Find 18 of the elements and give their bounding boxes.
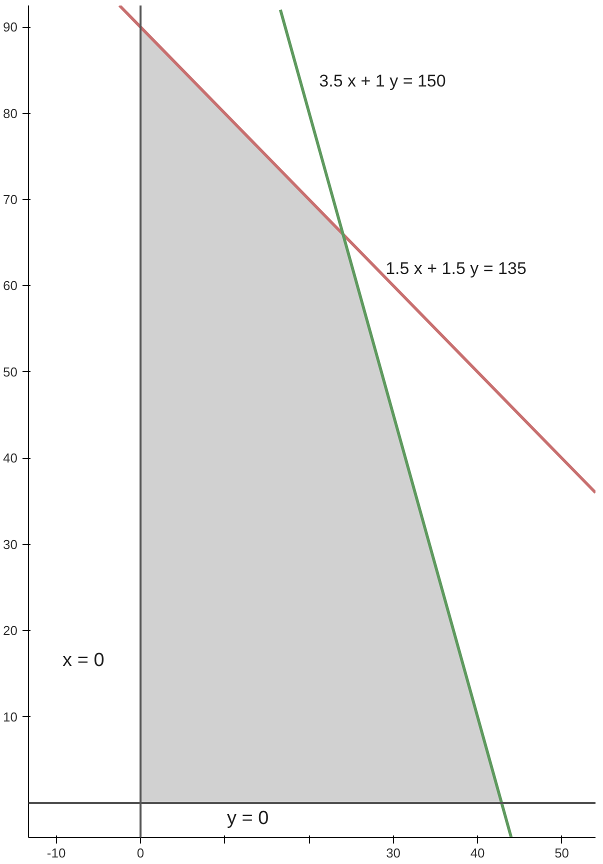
- y-tick-label: 40: [3, 450, 18, 466]
- x-tick-label: 30: [386, 846, 401, 860]
- y-tick-label: 50: [3, 364, 18, 380]
- x-tick-label: 0: [136, 846, 144, 860]
- ref-line-label: y = 0: [226, 808, 269, 830]
- x-tick-label: 50: [554, 846, 570, 860]
- ref-line-label: x = 0: [62, 650, 104, 672]
- y-tick-label: 20: [3, 623, 18, 638]
- series-label: 3.5 x + 1 y = 150: [319, 71, 446, 90]
- y-tick-label: 70: [3, 192, 18, 207]
- y-tick-label: 60: [3, 278, 18, 294]
- y-tick-label: 30: [3, 536, 18, 552]
- y-tick-label: 90: [3, 20, 18, 35]
- x-tick-label: 40: [470, 846, 485, 860]
- y-tick-label: 80: [3, 106, 18, 121]
- x-tick-label: -10: [46, 846, 66, 860]
- y-tick-label: 10: [3, 709, 18, 724]
- series-label: 1.5 x + 1.5 y = 135: [386, 259, 526, 278]
